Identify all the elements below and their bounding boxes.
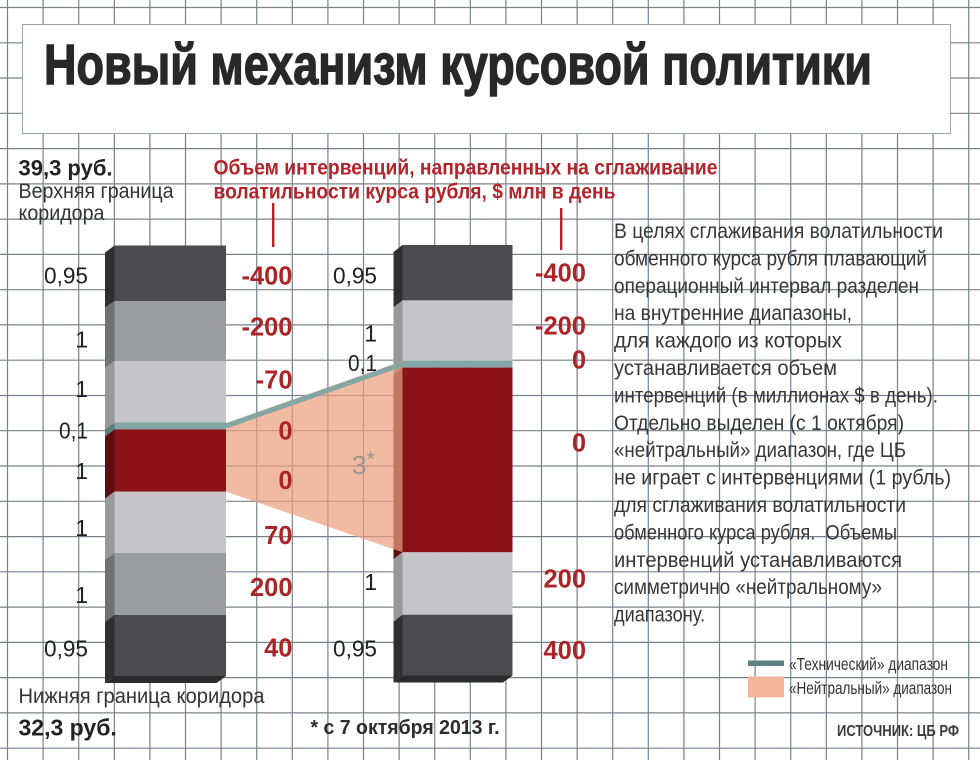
svg-text:устанавливается объем: устанавливается объем <box>614 356 837 380</box>
svg-text:200: 200 <box>250 574 293 602</box>
svg-text:0,95: 0,95 <box>44 636 88 662</box>
svg-text:интервенций (в миллионах $ в д: интервенций (в миллионах $ в день). <box>614 383 938 407</box>
svg-text:для сглаживания волатильности: для сглаживания волатильности <box>614 493 906 517</box>
svg-text:не играет с интервенциями (1 р: не играет с интервенциями (1 рубль) <box>614 466 951 490</box>
svg-text:обменного курса рубля плавающи: обменного курса рубля плавающий <box>614 246 927 270</box>
svg-text:1: 1 <box>75 376 88 402</box>
svg-text:диапазону.: диапазону. <box>614 603 705 627</box>
svg-text:для каждого из которых: для каждого из которых <box>614 329 842 353</box>
svg-text:* с 7 октября 2013 г.: * с 7 октября 2013 г. <box>311 717 500 739</box>
svg-text:0,95: 0,95 <box>333 263 377 289</box>
svg-text:0: 0 <box>278 467 292 495</box>
svg-text:«Нейтральный» диапазон: «Нейтральный» диапазон <box>789 678 952 698</box>
svg-text:0,1: 0,1 <box>348 350 377 376</box>
svg-text:1: 1 <box>75 327 88 353</box>
svg-text:ИСТОЧНИК: ЦБ РФ: ИСТОЧНИК: ЦБ РФ <box>837 723 959 740</box>
svg-text:400: 400 <box>543 637 586 665</box>
svg-text:1: 1 <box>364 569 377 595</box>
svg-text:0: 0 <box>278 418 292 446</box>
svg-text:1: 1 <box>75 582 88 608</box>
svg-text:0,1: 0,1 <box>59 418 88 444</box>
svg-text:волатильности курса рубля, $ м: волатильности курса рубля, $ млн в день <box>214 181 616 204</box>
svg-text:обменного курса рубля. Объемы: обменного курса рубля. Объемы <box>614 520 897 544</box>
svg-text:коридора: коридора <box>19 202 105 225</box>
svg-text:-200: -200 <box>535 312 586 340</box>
svg-text:«нейтральный» диапазон, где ЦБ: «нейтральный» диапазон, где ЦБ <box>614 438 906 462</box>
svg-text:на внутренние диапазоны,: на внутренние диапазоны, <box>614 301 852 325</box>
svg-text:Нижняя граница коридора: Нижняя граница коридора <box>19 685 265 708</box>
svg-text:0: 0 <box>572 429 586 457</box>
svg-text:-70: -70 <box>256 367 293 395</box>
svg-text:39,3 руб.: 39,3 руб. <box>19 156 113 181</box>
svg-text:0,95: 0,95 <box>44 263 88 289</box>
svg-text:-200: -200 <box>241 313 292 341</box>
svg-text:1: 1 <box>75 458 88 484</box>
svg-text:операционный интервал разделен: операционный интервал разделен <box>614 274 919 298</box>
svg-text:1: 1 <box>364 321 377 347</box>
svg-text:интервенций устанавливаются: интервенций устанавливаются <box>614 548 902 572</box>
svg-text:Объем интервенций, направленны: Объем интервенций, направленных на сглаж… <box>214 157 718 180</box>
svg-text:Отдельно выделен (с 1 октября): Отдельно выделен (с 1 октября) <box>614 411 904 435</box>
svg-text:40: 40 <box>264 635 292 663</box>
svg-text:В целях сглаживания волатильно: В целях сглаживания волатильности <box>614 219 943 243</box>
svg-text:1: 1 <box>75 515 88 541</box>
svg-text:32,3 руб.: 32,3 руб. <box>19 715 117 741</box>
svg-text:-400: -400 <box>535 260 586 288</box>
svg-text:0: 0 <box>572 347 586 375</box>
svg-text:Новый механизм курсовой полити: Новый механизм курсовой политики <box>44 33 872 97</box>
svg-text:200: 200 <box>543 566 586 594</box>
svg-text:70: 70 <box>264 522 292 550</box>
svg-text:симметрично «нейтральному»: симметрично «нейтральному» <box>614 575 882 599</box>
svg-text:0,95: 0,95 <box>333 636 377 662</box>
svg-text:-400: -400 <box>241 262 292 290</box>
svg-text:Верхняя граница: Верхняя граница <box>19 180 174 203</box>
svg-text:«Технический» диапазон: «Технический» диапазон <box>789 654 948 674</box>
